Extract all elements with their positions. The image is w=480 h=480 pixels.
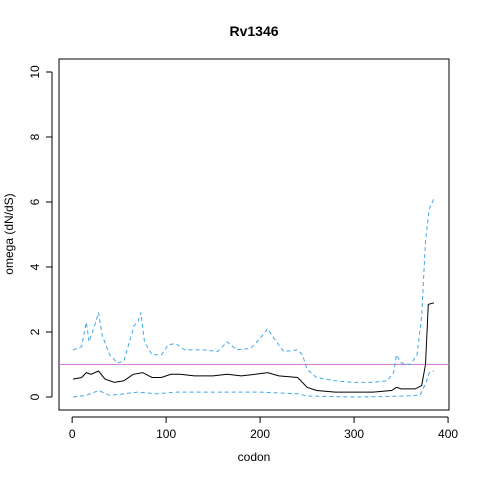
x-tick-label: 100: [156, 427, 176, 441]
x-tick-label: 200: [250, 427, 270, 441]
x-tick-label: 400: [438, 427, 458, 441]
y-tick-label: 2: [28, 328, 42, 335]
y-tick-label: 6: [28, 198, 42, 205]
x-tick-label: 0: [69, 427, 76, 441]
x-axis-label: codon: [238, 450, 271, 464]
series-line: [72, 198, 435, 383]
y-tick-label: 4: [28, 263, 42, 270]
y-tick-label: 0: [28, 393, 42, 400]
chart-title: Rv1346: [229, 23, 278, 39]
y-axis-label: omega (dN/dS): [2, 193, 16, 274]
y-tick-label: 10: [28, 65, 42, 79]
x-tick-label: 300: [344, 427, 364, 441]
plot-box: [58, 58, 450, 411]
y-tick-label: 8: [28, 133, 42, 140]
series-line: [73, 302, 435, 393]
